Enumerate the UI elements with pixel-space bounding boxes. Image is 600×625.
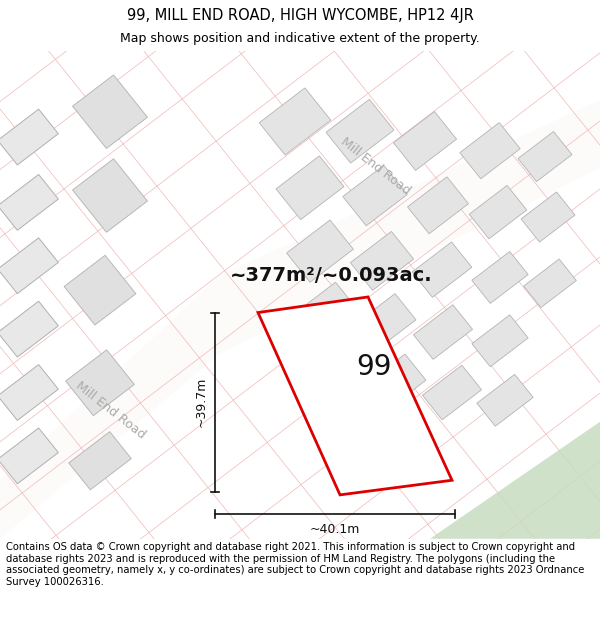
Text: 99, MILL END ROAD, HIGH WYCOMBE, HP12 4JR: 99, MILL END ROAD, HIGH WYCOMBE, HP12 4J… [127, 8, 473, 23]
Polygon shape [394, 111, 457, 171]
Polygon shape [477, 374, 533, 426]
Text: Mill End Road: Mill End Road [338, 135, 412, 198]
Polygon shape [430, 422, 600, 539]
Polygon shape [472, 251, 528, 303]
Polygon shape [0, 364, 58, 421]
Polygon shape [469, 186, 527, 239]
Polygon shape [407, 177, 469, 234]
Polygon shape [343, 166, 407, 226]
Polygon shape [73, 75, 148, 148]
Polygon shape [518, 131, 572, 182]
Polygon shape [524, 259, 577, 308]
Polygon shape [413, 305, 473, 359]
Polygon shape [0, 109, 58, 165]
Polygon shape [292, 282, 358, 343]
Polygon shape [0, 428, 58, 484]
Text: ~39.7m: ~39.7m [194, 377, 208, 428]
Polygon shape [0, 301, 58, 357]
Polygon shape [64, 255, 136, 325]
Polygon shape [472, 315, 528, 367]
Polygon shape [287, 220, 353, 282]
Polygon shape [521, 192, 575, 242]
Polygon shape [422, 365, 482, 420]
Polygon shape [0, 174, 58, 230]
Polygon shape [0, 100, 600, 539]
Polygon shape [73, 159, 148, 232]
Polygon shape [259, 88, 331, 155]
Polygon shape [460, 122, 520, 179]
Text: 99: 99 [357, 353, 392, 381]
Polygon shape [412, 242, 472, 298]
Polygon shape [69, 432, 131, 490]
Polygon shape [65, 350, 134, 416]
Polygon shape [276, 156, 344, 219]
Polygon shape [364, 354, 426, 411]
Polygon shape [354, 294, 416, 351]
Text: Mill End Road: Mill End Road [73, 379, 148, 441]
Polygon shape [0, 238, 58, 294]
Polygon shape [258, 297, 452, 495]
Polygon shape [326, 99, 394, 163]
Text: ~40.1m: ~40.1m [310, 524, 360, 536]
Text: ~377m²/~0.093ac.: ~377m²/~0.093ac. [230, 266, 433, 285]
Text: Contains OS data © Crown copyright and database right 2021. This information is : Contains OS data © Crown copyright and d… [6, 542, 584, 587]
Polygon shape [350, 231, 413, 290]
Text: Map shows position and indicative extent of the property.: Map shows position and indicative extent… [120, 32, 480, 45]
